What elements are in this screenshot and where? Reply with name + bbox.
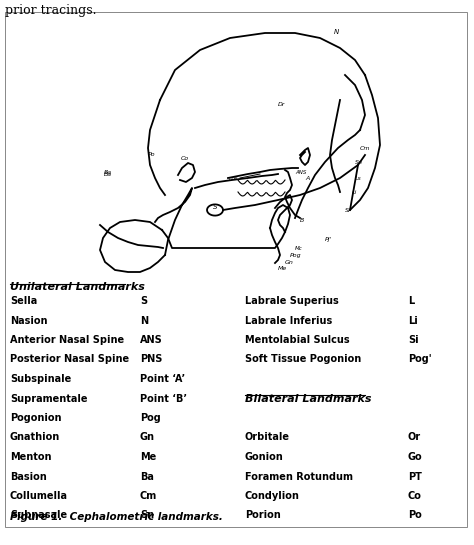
Text: Sella: Sella — [10, 296, 37, 306]
Text: Unilateral Landmarks: Unilateral Landmarks — [10, 282, 145, 292]
Text: Go: Go — [408, 452, 423, 462]
Text: S: S — [140, 296, 147, 306]
Text: Foramen Rotundum: Foramen Rotundum — [245, 471, 353, 481]
Text: Figure 1.  Cephalometric landmarks.: Figure 1. Cephalometric landmarks. — [10, 512, 223, 522]
Text: Mc: Mc — [295, 245, 303, 251]
Text: ANS: ANS — [140, 335, 163, 345]
Text: Ba: Ba — [140, 471, 154, 481]
Text: Point ‘A’: Point ‘A’ — [140, 374, 185, 384]
Text: Pog: Pog — [140, 413, 161, 423]
Text: Point ‘B’: Point ‘B’ — [140, 393, 187, 403]
Text: Sn: Sn — [355, 160, 363, 165]
Text: Ba: Ba — [104, 173, 112, 178]
Text: Labrale Superius: Labrale Superius — [245, 296, 339, 306]
Text: Po: Po — [408, 511, 422, 520]
Text: Condylion: Condylion — [245, 491, 300, 501]
Text: PNS: PNS — [140, 354, 163, 365]
Text: Dr: Dr — [278, 102, 286, 107]
Text: Subspinale: Subspinale — [10, 374, 71, 384]
Text: Nasion: Nasion — [10, 316, 47, 325]
Text: S: S — [213, 204, 217, 210]
Text: Pj': Pj' — [325, 238, 332, 243]
Text: Gonion: Gonion — [245, 452, 284, 462]
Text: Collumella: Collumella — [10, 491, 68, 501]
Text: Sn: Sn — [140, 511, 154, 520]
Text: Me: Me — [140, 452, 156, 462]
Text: Pogonion: Pogonion — [10, 413, 62, 423]
Text: Pog': Pog' — [408, 354, 432, 365]
Text: Ba: Ba — [104, 169, 112, 174]
Text: ANS: ANS — [295, 169, 306, 174]
Text: Li: Li — [352, 190, 357, 195]
Text: Supramentale: Supramentale — [10, 393, 88, 403]
Text: B: B — [300, 217, 304, 222]
Text: Gn: Gn — [140, 433, 155, 443]
Text: Si: Si — [345, 208, 351, 213]
Text: Basion: Basion — [10, 471, 47, 481]
Text: N: N — [333, 29, 338, 35]
Text: Porion: Porion — [245, 511, 281, 520]
Text: Posterior Nasal Spine: Posterior Nasal Spine — [10, 354, 129, 365]
Text: Pog: Pog — [290, 253, 301, 258]
Text: Orbitale: Orbitale — [245, 433, 290, 443]
Text: Labrale Inferius: Labrale Inferius — [245, 316, 332, 325]
Text: Gnathion: Gnathion — [10, 433, 60, 443]
Text: Subnasale: Subnasale — [10, 511, 67, 520]
Text: PT: PT — [408, 471, 422, 481]
Text: Po: Po — [148, 153, 156, 158]
Text: Co: Co — [181, 155, 189, 160]
Text: Si: Si — [408, 335, 419, 345]
Text: L: L — [408, 296, 414, 306]
Text: ms: ms — [228, 175, 238, 180]
Text: Or: Or — [408, 433, 421, 443]
Text: Co: Co — [408, 491, 422, 501]
Text: Ls: Ls — [355, 175, 362, 180]
Text: Soft Tissue Pogonion: Soft Tissue Pogonion — [245, 354, 361, 365]
Text: Mentolabial Sulcus: Mentolabial Sulcus — [245, 335, 350, 345]
Text: N: N — [140, 316, 148, 325]
Text: Cm: Cm — [360, 146, 371, 150]
Text: Gn: Gn — [285, 259, 294, 264]
Text: Menton: Menton — [10, 452, 52, 462]
Text: Li: Li — [408, 316, 418, 325]
Text: Anterior Nasal Spine: Anterior Nasal Spine — [10, 335, 124, 345]
Text: Bilateral Landmarks: Bilateral Landmarks — [245, 393, 372, 403]
Text: Me: Me — [278, 265, 287, 270]
Text: prior tracings.: prior tracings. — [5, 4, 97, 17]
Text: Cm: Cm — [140, 491, 157, 501]
Text: A: A — [305, 175, 309, 180]
